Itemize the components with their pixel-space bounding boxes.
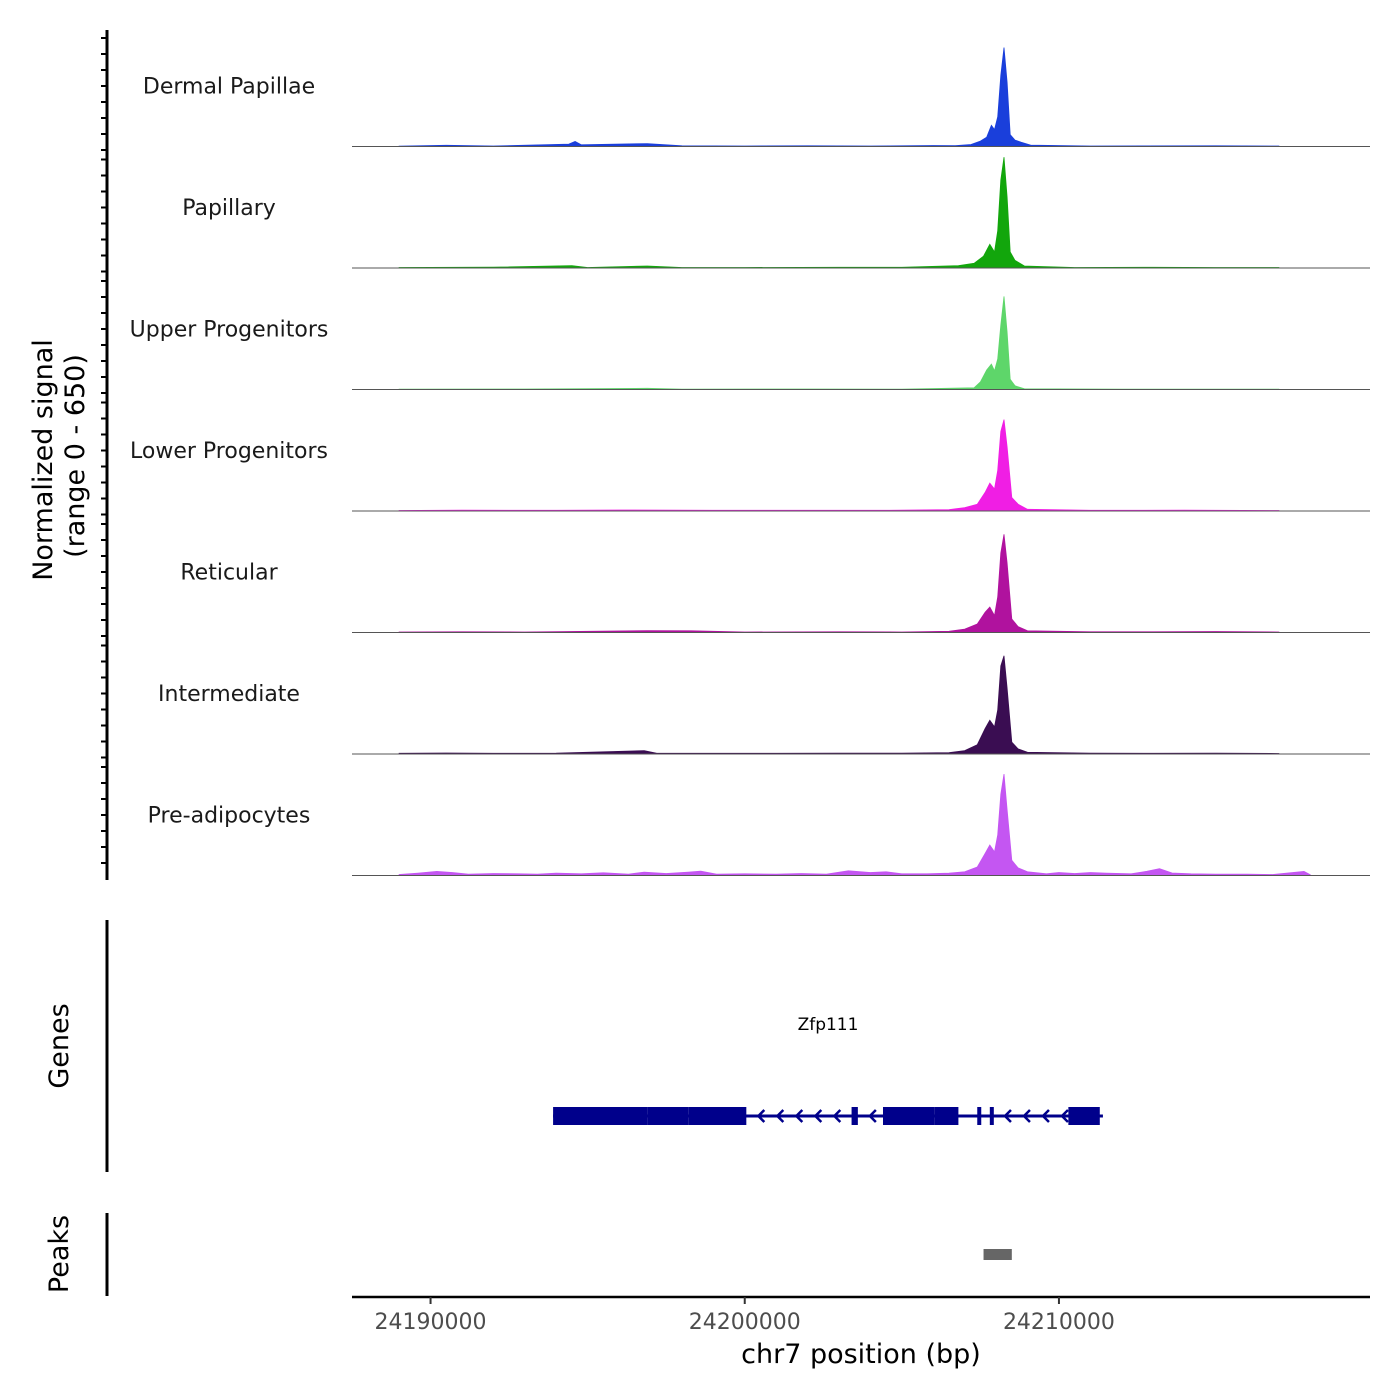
track-label: Intermediate	[158, 682, 300, 707]
coverage-track: Pre-adipocytes	[148, 773, 1370, 876]
coverage-track: Lower Progenitors	[130, 419, 1370, 512]
strand-arrow	[832, 1109, 842, 1123]
strand-arrow	[1060, 1109, 1069, 1123]
coverage-track: Reticular	[180, 534, 1370, 633]
coverage-y-axis	[101, 30, 109, 880]
coverage-track: Papillary	[182, 157, 1370, 269]
coverage-area	[398, 655, 1280, 755]
strand-arrow	[1003, 1109, 1012, 1123]
x-axis-title: chr7 position (bp)	[741, 1339, 981, 1370]
gene-exon	[1068, 1107, 1100, 1125]
gene-exon	[989, 1107, 994, 1125]
strand-arrow	[775, 1109, 785, 1123]
gene-exon	[934, 1107, 959, 1125]
coverage-area	[398, 47, 1280, 147]
peaks-label: Peaks	[44, 1215, 75, 1293]
y-axis-range: (range 0 - 650)	[60, 354, 91, 558]
y-axis-title: Normalized signal	[28, 339, 59, 581]
peak-region	[983, 1249, 1012, 1260]
coverage-area	[398, 534, 1280, 633]
strand-arrow	[756, 1109, 766, 1123]
peak-marks	[983, 1249, 1012, 1260]
coverage-track: Upper Progenitors	[130, 296, 1370, 390]
gene-exon	[851, 1107, 858, 1125]
x-tick-label: 24190000	[375, 1310, 487, 1335]
track-label: Upper Progenitors	[130, 318, 329, 343]
coverage-area	[398, 296, 1280, 390]
gene-exon	[647, 1107, 689, 1125]
strand-arrow	[1041, 1109, 1050, 1123]
coverage-area	[398, 157, 1280, 269]
coverage-track: Intermediate	[158, 655, 1370, 755]
gene-name-label: Zfp111	[798, 1015, 859, 1035]
gene-exon	[882, 1107, 935, 1125]
track-label: Dermal Papillae	[143, 75, 315, 100]
x-tick-label: 24210000	[1003, 1310, 1115, 1335]
coverage-area	[398, 773, 1311, 876]
track-label: Papillary	[182, 196, 276, 221]
coverage-area	[398, 419, 1280, 512]
gene-model: Zfp111	[553, 1015, 1103, 1125]
genes-panel: Genes Zfp111	[44, 920, 1103, 1172]
track-label: Lower Progenitors	[130, 439, 328, 464]
x-axis: 24190000 24200000 24210000 chr7 position (…	[352, 1295, 1370, 1370]
strand-arrow	[868, 1109, 877, 1123]
strand-arrow	[813, 1109, 823, 1123]
track-label: Reticular	[180, 561, 278, 586]
genes-label: Genes	[44, 1003, 75, 1088]
gene-exon	[977, 1107, 982, 1125]
coverage-track: Dermal Papillae	[143, 47, 1370, 147]
gene-models: Zfp111	[553, 1015, 1103, 1125]
peaks-panel: Peaks	[44, 1213, 1012, 1296]
strand-arrow	[794, 1109, 804, 1123]
track-label: Pre-adipocytes	[148, 804, 311, 829]
gene-exon	[553, 1107, 648, 1125]
strand-arrow	[1022, 1109, 1031, 1123]
x-tick-label: 24200000	[689, 1310, 801, 1335]
gene-exon	[688, 1107, 747, 1125]
x-ticks: 24190000 24200000 24210000	[375, 1297, 1115, 1335]
coverage-tracks: Dermal Papillae Papillary Upper Progenitor…	[130, 47, 1370, 876]
